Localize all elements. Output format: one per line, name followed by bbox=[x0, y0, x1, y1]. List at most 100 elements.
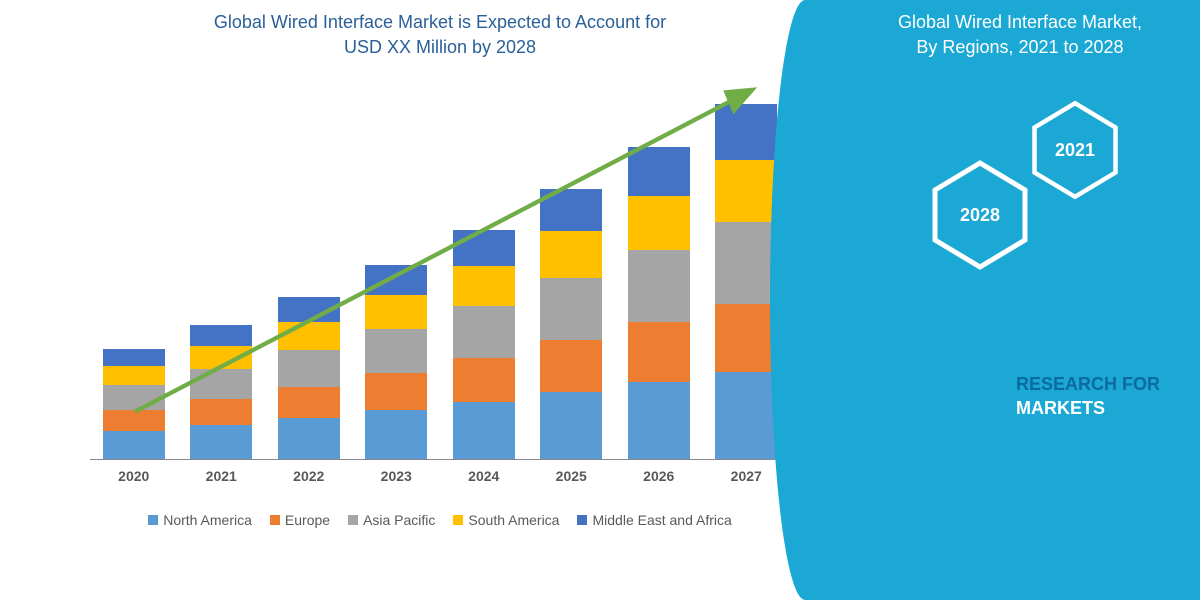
bar-segment bbox=[103, 431, 165, 459]
bar-segment bbox=[715, 160, 777, 222]
bar-group bbox=[540, 189, 602, 459]
legend-label: Middle East and Africa bbox=[592, 512, 731, 528]
bar-segment bbox=[190, 425, 252, 459]
bar-segment bbox=[453, 306, 515, 358]
brand-text: RESEARCH FOR MARKETS bbox=[1016, 373, 1160, 420]
legend-swatch-icon bbox=[270, 515, 280, 525]
bar-segment bbox=[103, 410, 165, 431]
legend-label: Asia Pacific bbox=[363, 512, 435, 528]
bar-segment bbox=[103, 385, 165, 410]
bar-segment bbox=[715, 104, 777, 160]
bar-segment bbox=[190, 369, 252, 399]
chart-title-line2: USD XX Million by 2028 bbox=[344, 37, 536, 57]
bar-stack bbox=[190, 325, 252, 459]
bar-segment bbox=[628, 322, 690, 382]
bar-segment bbox=[103, 349, 165, 366]
bar-segment bbox=[628, 250, 690, 322]
bar-group bbox=[453, 230, 515, 459]
chart-title-line1: Global Wired Interface Market is Expecte… bbox=[214, 12, 666, 32]
bar-segment bbox=[278, 322, 340, 350]
bar-segment bbox=[540, 189, 602, 231]
legend-label: South America bbox=[468, 512, 559, 528]
bar-group bbox=[103, 349, 165, 459]
legend: North America Europe Asia Pacific South Ame… bbox=[60, 512, 820, 528]
bar-group bbox=[190, 325, 252, 459]
bar-segment bbox=[190, 346, 252, 369]
hexagon-group: 2028 2021 bbox=[860, 110, 1180, 310]
bar-segment bbox=[540, 278, 602, 340]
bar-segment bbox=[278, 418, 340, 459]
right-title-line2: By Regions, 2021 to 2028 bbox=[916, 37, 1123, 57]
x-axis-label: 2022 bbox=[278, 468, 340, 484]
x-axis-label: 2026 bbox=[628, 468, 690, 484]
bar-segment bbox=[628, 382, 690, 459]
main-container: Global Wired Interface Market is Expecte… bbox=[0, 0, 1200, 600]
legend-item: North America bbox=[148, 512, 252, 528]
bar-group bbox=[715, 104, 777, 459]
bar-group bbox=[628, 147, 690, 459]
brand-line1: RESEARCH FOR bbox=[1016, 374, 1160, 394]
bar-segment bbox=[278, 387, 340, 418]
bar-stack bbox=[453, 230, 515, 459]
legend-label: North America bbox=[163, 512, 252, 528]
bar-segment bbox=[365, 295, 427, 329]
hexagon-2028: 2028 bbox=[930, 160, 1030, 270]
hexagon-2021: 2021 bbox=[1030, 100, 1120, 200]
x-axis-label: 2023 bbox=[365, 468, 427, 484]
bar-segment bbox=[540, 340, 602, 392]
bar-segment bbox=[715, 304, 777, 372]
legend-swatch-icon bbox=[148, 515, 158, 525]
x-axis-label: 2020 bbox=[103, 468, 165, 484]
bar-segment bbox=[278, 350, 340, 387]
bar-stack bbox=[540, 189, 602, 459]
legend-swatch-icon bbox=[453, 515, 463, 525]
bars-container bbox=[90, 80, 790, 460]
bar-stack bbox=[103, 349, 165, 459]
chart-section: Global Wired Interface Market is Expecte… bbox=[0, 0, 840, 600]
legend-item: Middle East and Africa bbox=[577, 512, 731, 528]
bar-segment bbox=[453, 230, 515, 266]
legend-item: Europe bbox=[270, 512, 330, 528]
right-panel: Global Wired Interface Market, By Region… bbox=[840, 0, 1200, 600]
legend-item: Asia Pacific bbox=[348, 512, 435, 528]
bar-segment bbox=[365, 373, 427, 410]
bar-segment bbox=[103, 366, 165, 385]
hexagon-label-2028: 2028 bbox=[960, 205, 1000, 226]
legend-swatch-icon bbox=[348, 515, 358, 525]
bar-segment bbox=[540, 392, 602, 459]
bar-segment bbox=[453, 266, 515, 306]
bar-segment bbox=[278, 297, 340, 322]
bar-segment bbox=[453, 402, 515, 459]
bar-segment bbox=[628, 196, 690, 250]
x-axis-label: 2024 bbox=[453, 468, 515, 484]
bar-segment bbox=[365, 265, 427, 295]
chart-area: 2020 2021 2022 2023 2024 2025 2026 2027 bbox=[90, 80, 790, 500]
bar-stack bbox=[715, 104, 777, 459]
bar-segment bbox=[365, 410, 427, 459]
x-axis-labels: 2020 2021 2022 2023 2024 2025 2026 2027 bbox=[90, 468, 790, 484]
bar-segment bbox=[453, 358, 515, 402]
legend-item: South America bbox=[453, 512, 559, 528]
bar-segment bbox=[190, 325, 252, 346]
hexagon-label-2021: 2021 bbox=[1055, 140, 1095, 161]
right-panel-title: Global Wired Interface Market, By Region… bbox=[860, 10, 1180, 60]
bar-stack bbox=[278, 297, 340, 459]
right-title-line1: Global Wired Interface Market, bbox=[898, 12, 1142, 32]
bar-segment bbox=[365, 329, 427, 373]
bar-stack bbox=[628, 147, 690, 459]
bar-segment bbox=[628, 147, 690, 196]
bar-group bbox=[365, 265, 427, 459]
x-axis-label: 2021 bbox=[190, 468, 252, 484]
bar-stack bbox=[365, 265, 427, 459]
bar-segment bbox=[715, 222, 777, 304]
brand-line2: MARKETS bbox=[1016, 398, 1105, 418]
legend-swatch-icon bbox=[577, 515, 587, 525]
legend-label: Europe bbox=[285, 512, 330, 528]
chart-title: Global Wired Interface Market is Expecte… bbox=[60, 10, 820, 60]
bar-group bbox=[278, 297, 340, 459]
bar-segment bbox=[715, 372, 777, 459]
x-axis-label: 2025 bbox=[540, 468, 602, 484]
bar-segment bbox=[540, 231, 602, 278]
bar-segment bbox=[190, 399, 252, 425]
x-axis-label: 2027 bbox=[715, 468, 777, 484]
